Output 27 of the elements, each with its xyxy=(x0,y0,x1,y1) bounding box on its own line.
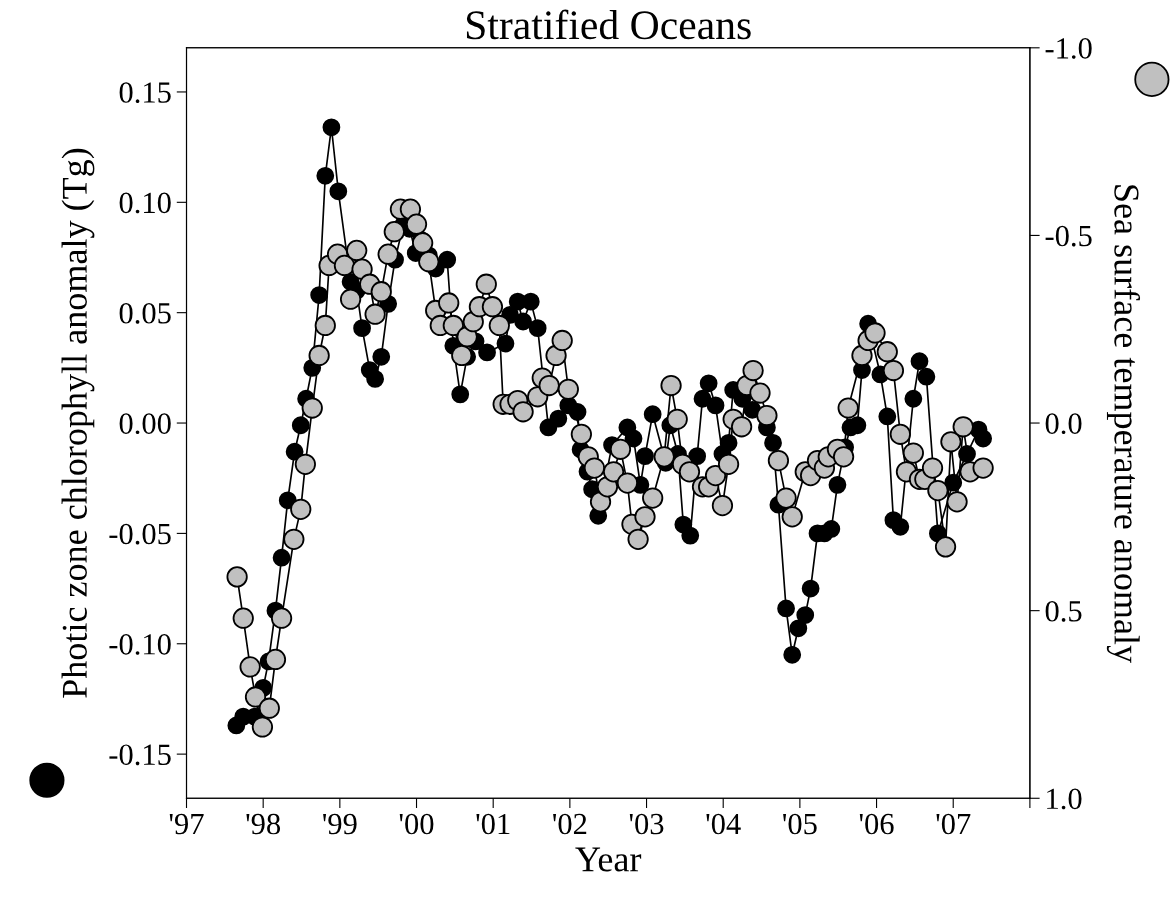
x-axis-title: Year xyxy=(575,847,642,872)
y-tick-label: -0.05 xyxy=(109,523,171,545)
y2-tick-label: -0.5 xyxy=(1045,225,1092,247)
x-tick-label: '97 xyxy=(169,813,204,835)
x-tick-label: '04 xyxy=(706,813,741,835)
x-tick-label: '06 xyxy=(859,813,894,835)
y-tick-label: -0.15 xyxy=(109,744,171,766)
y-tick-label: -0.10 xyxy=(109,634,171,655)
y2-tick-label: 0.0 xyxy=(1045,413,1082,435)
y-tick-label: 0.00 xyxy=(119,413,171,435)
x-tick-label: '99 xyxy=(323,813,357,835)
x-tick-label: '01 xyxy=(476,813,510,835)
x-tick-label: '07 xyxy=(936,813,971,835)
x-tick-label: '00 xyxy=(399,813,434,835)
x-tick-label: '02 xyxy=(553,813,587,835)
y-tick-label: 0.15 xyxy=(119,82,171,103)
y-tick-label: 0.10 xyxy=(119,192,171,214)
x-tick-label: '98 xyxy=(246,813,281,835)
y2-tick-label: 1.0 xyxy=(1047,788,1082,810)
chart-title: Stratified Oceans xyxy=(466,9,751,40)
y2-tick-label: 0.5 xyxy=(1045,600,1082,622)
x-tick-label: '03 xyxy=(629,813,664,835)
y-tick-label: 0.05 xyxy=(119,302,171,324)
y-axis-title: Photic zone chlorophyll anomaly (Tg) xyxy=(61,148,95,698)
x-tick-label: '05 xyxy=(783,813,817,835)
y2-axis-title: Sea surface temperature anomaly xyxy=(1106,185,1141,664)
y2-tick-label: -1.0 xyxy=(1045,38,1092,59)
